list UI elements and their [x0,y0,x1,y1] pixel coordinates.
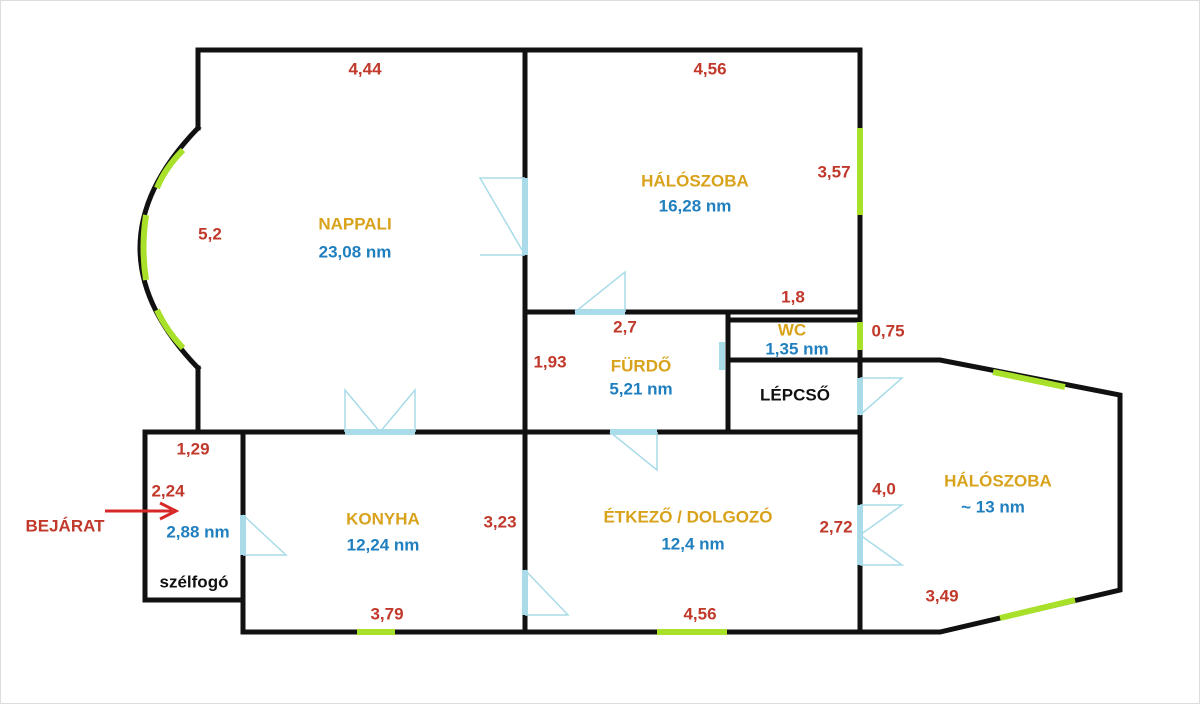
room-area: 12,4 nm [661,534,724,553]
dimension-label: 3,49 [925,586,958,605]
room-name: NAPPALI [318,214,391,233]
room-name: szélfogó [160,572,229,591]
dimension-label: 3,57 [817,162,850,181]
dimension-label: 3,23 [483,512,516,531]
dimension-label: 1,8 [781,287,805,306]
room-name: WC [778,320,806,339]
dimensions: 4,44 4,56 5,2 3,57 1,8 2,7 0,75 1,93 1,29 2,24 3,2… [151,59,958,623]
dimension-label: 3,79 [370,604,403,623]
room-name: HÁLÓSZOBA [944,471,1052,490]
dimension-label: 2,7 [613,317,637,336]
room-area: 1,35 nm [765,339,828,358]
room-name: FÜRDŐ [611,356,671,375]
dimension-label: 1,29 [176,439,209,458]
entrance-arrow [105,501,180,521]
doors [240,177,905,616]
room-area: 16,28 nm [659,196,732,215]
dimension-label: 5,2 [198,224,222,243]
windows [140,128,1076,635]
room-name: HÁLÓSZOBA [641,171,749,190]
room-area: 2,88 nm [166,522,229,541]
dimension-label: 4,44 [348,59,382,78]
entrance-label: BEJÁRAT [25,516,105,535]
room-area: 23,08 nm [319,242,392,261]
dimension-label: 2,72 [819,517,852,536]
dimension-label: 2,24 [151,481,185,500]
room-area: ~ 13 nm [961,497,1025,516]
room-name: ÉTKEZŐ / DOLGOZÓ [603,507,772,526]
dimension-label: 4,56 [693,59,726,78]
room-name: KONYHA [346,509,420,528]
room-area: 5,21 nm [609,379,672,398]
room-area: 12,24 nm [347,535,420,554]
room-name: LÉPCSŐ [760,385,830,404]
dimension-label: 4,56 [683,604,716,623]
dimension-label: 4,0 [872,479,896,498]
dimension-label: 0,75 [871,321,904,340]
dimension-label: 1,93 [533,352,566,371]
